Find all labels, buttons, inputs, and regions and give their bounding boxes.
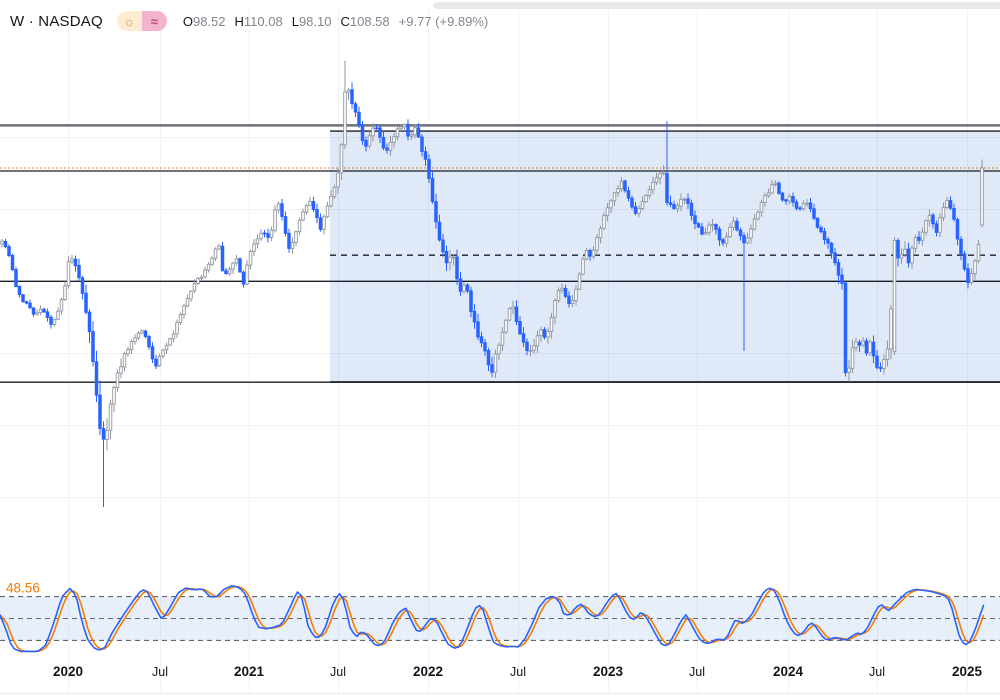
time-axis-label: 2024	[773, 664, 804, 679]
time-axis-label: Jul	[869, 665, 885, 679]
horizontal-scrollbar[interactable]	[433, 2, 1000, 9]
stoch-value-label: 48.56	[6, 581, 40, 596]
time-axis-label: Jul	[689, 665, 705, 679]
chart-legend: W · NASDAQ ☼ ≈ O98.52 H110.08 L98.10 C10…	[10, 9, 488, 33]
time-axis-label: 2020	[53, 664, 83, 679]
stochastic-pane[interactable]: 48.56	[0, 581, 1000, 653]
close-label: C	[340, 13, 350, 29]
change-value: +9.77 (+9.89%)	[398, 13, 489, 29]
wave-icon[interactable]: ≈	[141, 11, 167, 31]
time-axis-label: 2022	[413, 664, 443, 679]
time-axis-label: 2023	[593, 664, 624, 679]
low-label: L	[291, 13, 299, 29]
time-axis-label: 2021	[234, 664, 265, 679]
sunrise-icon[interactable]: ☼	[116, 11, 142, 31]
time-axis-label: Jul	[330, 665, 346, 679]
vertical-gridlines	[68, 8, 968, 692]
time-axis-label: 2025	[952, 664, 983, 679]
open-label: O	[182, 13, 193, 29]
high-value: 110.08	[243, 13, 283, 29]
close-value: 108.58	[349, 13, 390, 29]
ohlc-readout: O98.52 H110.08 L98.10 C108.58 +9.77 (+9.…	[183, 14, 488, 29]
high-label: H	[234, 13, 244, 29]
time-axis-label: Jul	[510, 665, 526, 679]
time-axis-label: Jul	[152, 665, 168, 679]
legend-badges: ☼ ≈	[116, 11, 167, 31]
price-level-lines[interactable]	[0, 124, 1000, 383]
candlestick-series	[0, 60, 984, 507]
symbol-title[interactable]: W · NASDAQ	[10, 12, 103, 30]
time-axis[interactable]: 2020 Jul 2021 Jul 2022 Jul 2023 Jul 2024 Jul 2025	[0, 664, 1000, 694]
open-value: 98.52	[192, 13, 226, 29]
low-value: 98.10	[298, 13, 332, 29]
